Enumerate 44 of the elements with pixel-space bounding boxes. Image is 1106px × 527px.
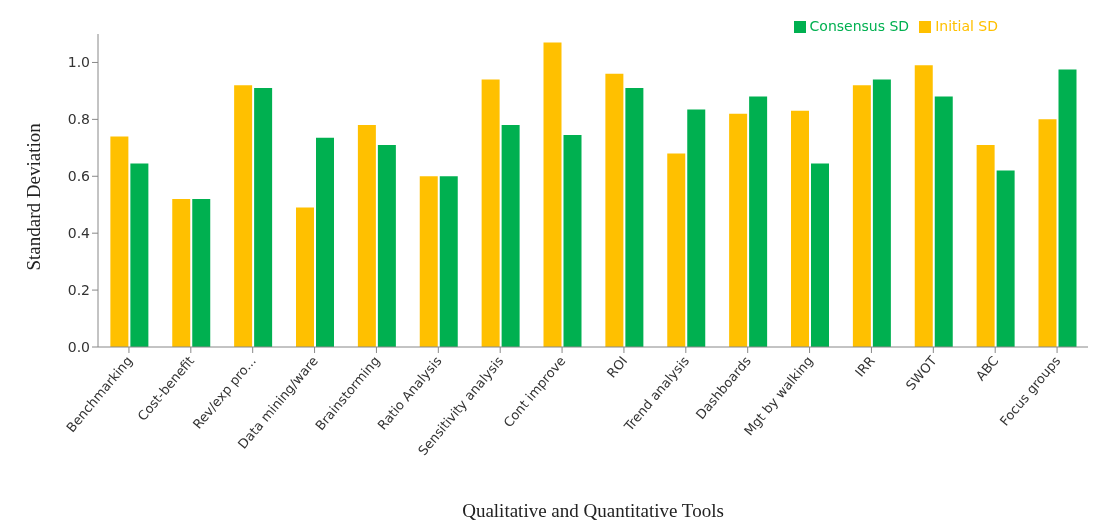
bar xyxy=(811,163,829,347)
bar xyxy=(234,85,253,347)
bar xyxy=(563,135,582,347)
bar xyxy=(439,176,458,347)
bar xyxy=(1058,69,1077,347)
bar xyxy=(996,170,1015,347)
y-tick-label: 0.0 xyxy=(67,338,90,355)
bar xyxy=(419,176,438,347)
y-tick-label: 0.8 xyxy=(67,111,90,128)
y-axis-title: Standard Deviation xyxy=(22,122,44,271)
bar xyxy=(172,199,191,347)
bar xyxy=(914,65,933,347)
bar xyxy=(316,137,334,347)
bar xyxy=(791,110,809,347)
bar xyxy=(357,125,376,347)
bar xyxy=(377,144,396,347)
bar xyxy=(749,96,768,347)
bar xyxy=(667,153,686,347)
bar xyxy=(872,79,891,347)
y-tick-label: 0.2 xyxy=(67,282,90,299)
bar xyxy=(976,144,995,347)
bar xyxy=(729,113,748,347)
bar xyxy=(254,88,273,347)
bar xyxy=(501,125,520,347)
bar xyxy=(110,136,129,347)
y-tick-label: 1.0 xyxy=(67,54,90,71)
bar xyxy=(687,109,706,347)
legend-label: Consensus SD xyxy=(809,18,910,34)
bar xyxy=(481,79,500,347)
bar xyxy=(852,85,871,347)
y-tick-label: 0.4 xyxy=(67,225,91,242)
legend-label: Initial SD xyxy=(935,18,998,34)
x-axis-title: Qualitative and Quantitative Tools xyxy=(462,500,724,521)
bar xyxy=(934,96,953,347)
x-tick-label: ROI xyxy=(603,353,631,381)
bar xyxy=(130,163,149,347)
bar xyxy=(605,73,624,347)
x-tick-label: IRR xyxy=(852,353,878,380)
bar xyxy=(1038,119,1057,347)
y-tick-label: 0.6 xyxy=(67,168,91,185)
bar xyxy=(625,88,644,347)
bar xyxy=(543,42,562,347)
bar xyxy=(192,199,211,347)
bar xyxy=(296,207,314,347)
